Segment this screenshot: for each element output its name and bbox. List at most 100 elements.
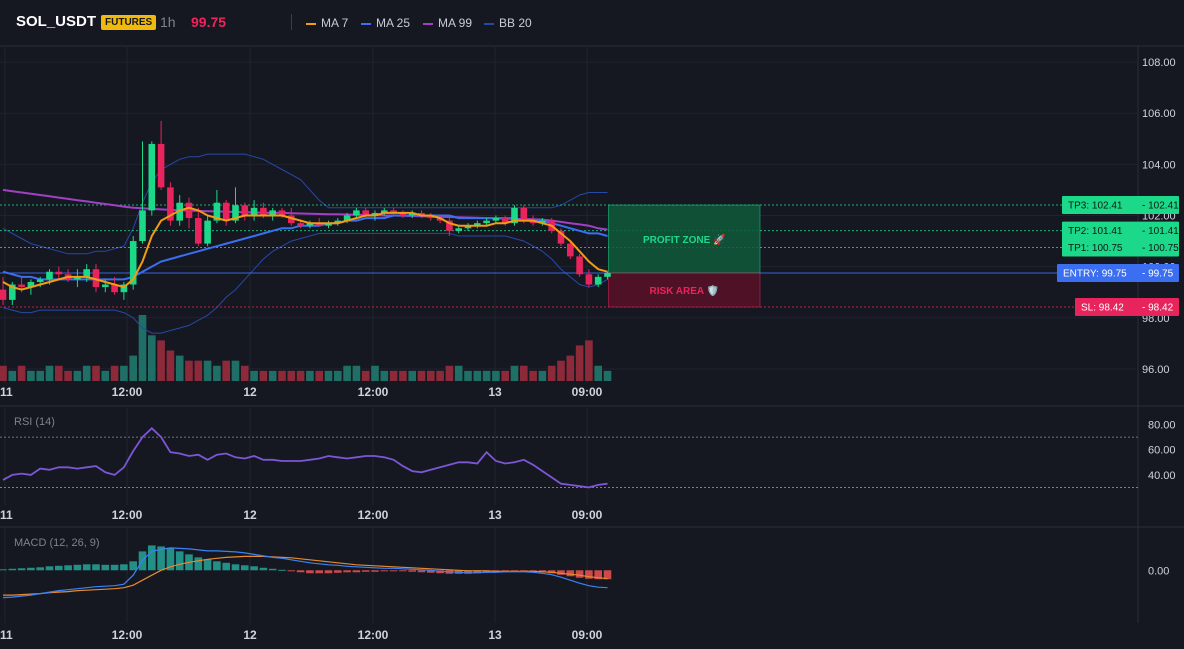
legend-ma7[interactable]: MA 7 bbox=[306, 16, 348, 30]
macd-axis-label: 0.00 bbox=[1148, 565, 1169, 577]
volume-bar bbox=[510, 365, 519, 381]
macd-histogram-bar bbox=[203, 559, 212, 571]
timeframe-label[interactable]: 1h bbox=[160, 14, 176, 30]
candle-body bbox=[46, 271, 53, 280]
rsi-pane bbox=[0, 408, 1138, 505]
macd-histogram-bar bbox=[213, 561, 221, 571]
symbol-name[interactable]: SOL_USDT bbox=[16, 13, 97, 30]
macd-histogram-bar bbox=[361, 570, 370, 572]
candle-body bbox=[576, 256, 583, 275]
price-axis-label: 96.00 bbox=[1142, 364, 1170, 376]
time-axis-label: 13 bbox=[488, 628, 502, 642]
macd-histogram-bar bbox=[259, 567, 268, 571]
legend-ma99[interactable]: MA 99 bbox=[423, 16, 472, 30]
candle-body bbox=[269, 210, 276, 216]
candle-body bbox=[55, 271, 63, 275]
volume-bar bbox=[529, 370, 537, 381]
legend-swatch bbox=[361, 22, 371, 25]
volume-bar bbox=[64, 370, 72, 381]
macd-histogram-bar bbox=[352, 570, 361, 573]
volume-bar bbox=[27, 370, 35, 381]
volume-bar bbox=[110, 365, 119, 381]
volume-bar bbox=[408, 370, 416, 381]
macd-histogram-bar bbox=[594, 570, 602, 580]
macd-histogram-bar bbox=[473, 570, 482, 574]
volume-bar bbox=[492, 370, 500, 381]
volume-bar bbox=[324, 370, 333, 381]
level-tag-tp1 bbox=[1062, 238, 1179, 257]
volume-bar bbox=[557, 360, 565, 381]
macd-histogram-bar bbox=[575, 570, 584, 578]
time-axis-label: 12 bbox=[243, 385, 257, 399]
volume-bar bbox=[231, 360, 240, 381]
time-axis-label: 09:00 bbox=[572, 508, 603, 522]
rsi-title: RSI (14) bbox=[14, 416, 55, 428]
volume-bar bbox=[213, 365, 221, 381]
candle-body bbox=[213, 202, 221, 221]
candle-body bbox=[399, 212, 407, 216]
volume-bar bbox=[371, 365, 379, 381]
volume-bar bbox=[417, 370, 426, 381]
volume-bar bbox=[175, 355, 184, 381]
volume-bar bbox=[538, 370, 547, 381]
volume-bar bbox=[166, 350, 175, 381]
volume-bar bbox=[73, 370, 82, 381]
candle-body bbox=[334, 220, 342, 224]
candle-body bbox=[157, 143, 165, 188]
rsi-axis-label: 80.00 bbox=[1148, 420, 1176, 432]
macd-histogram-bar bbox=[157, 546, 165, 571]
legend-ma25[interactable]: MA 25 bbox=[361, 16, 410, 30]
level-label-tp3: TP3: 102.41 bbox=[1068, 201, 1123, 212]
candle-body bbox=[371, 212, 379, 216]
candle-body bbox=[129, 241, 137, 285]
price-axis-label: 104.00 bbox=[1142, 159, 1176, 171]
macd-histogram-bar bbox=[315, 570, 323, 574]
candle-body bbox=[343, 215, 351, 221]
level-label-tp1: TP1: 100.75 bbox=[1068, 243, 1123, 254]
candle-body bbox=[102, 284, 109, 288]
macd-histogram-bar bbox=[557, 570, 565, 575]
macd-histogram-bar bbox=[250, 566, 258, 571]
volume-bar bbox=[436, 370, 444, 381]
candle-body bbox=[492, 218, 500, 221]
volume-bar bbox=[45, 365, 54, 381]
macd-histogram-bar bbox=[278, 569, 286, 571]
candle-body bbox=[92, 269, 100, 288]
macd-histogram-bar bbox=[27, 567, 35, 571]
macd-histogram-bar bbox=[120, 564, 128, 571]
time-axis-label: 11 bbox=[0, 628, 13, 642]
candle-body bbox=[520, 207, 528, 221]
macd-histogram-bar bbox=[17, 568, 26, 571]
volume-bar bbox=[92, 365, 100, 381]
header-divider bbox=[291, 14, 292, 30]
level-tag-sl bbox=[1075, 298, 1179, 317]
candle-body bbox=[436, 218, 444, 221]
candle-body bbox=[139, 210, 146, 242]
candle-body bbox=[83, 269, 90, 277]
macd-histogram-bar bbox=[129, 561, 137, 571]
candle-body bbox=[594, 276, 602, 285]
volume-bar bbox=[343, 365, 351, 381]
time-axis-label: 12 bbox=[243, 628, 257, 642]
volume-bar bbox=[464, 370, 472, 381]
macd-histogram-bar bbox=[166, 547, 175, 571]
bb-lower-line bbox=[2, 232, 608, 334]
candle-body bbox=[446, 220, 453, 231]
candle-body bbox=[0, 289, 7, 300]
legend-label: MA 99 bbox=[438, 16, 473, 30]
candle-body bbox=[195, 218, 202, 244]
rsi-axis-label: 40.00 bbox=[1148, 470, 1176, 482]
candle-body bbox=[501, 218, 509, 224]
legend-bb20[interactable]: BB 20 bbox=[484, 16, 532, 30]
macd-histogram-bar bbox=[464, 570, 472, 574]
candle-body bbox=[427, 215, 435, 219]
profit-zone-label: PROFIT ZONE 🚀 bbox=[643, 233, 726, 246]
macd-histogram-bar bbox=[408, 570, 416, 572]
volume-bar bbox=[8, 370, 17, 381]
macd-histogram-bar bbox=[45, 566, 54, 571]
level-tag-tp3 bbox=[1062, 196, 1179, 215]
macd-histogram-bar bbox=[324, 570, 333, 574]
candle-body bbox=[362, 210, 369, 216]
time-axis-label: 12:00 bbox=[112, 385, 143, 399]
